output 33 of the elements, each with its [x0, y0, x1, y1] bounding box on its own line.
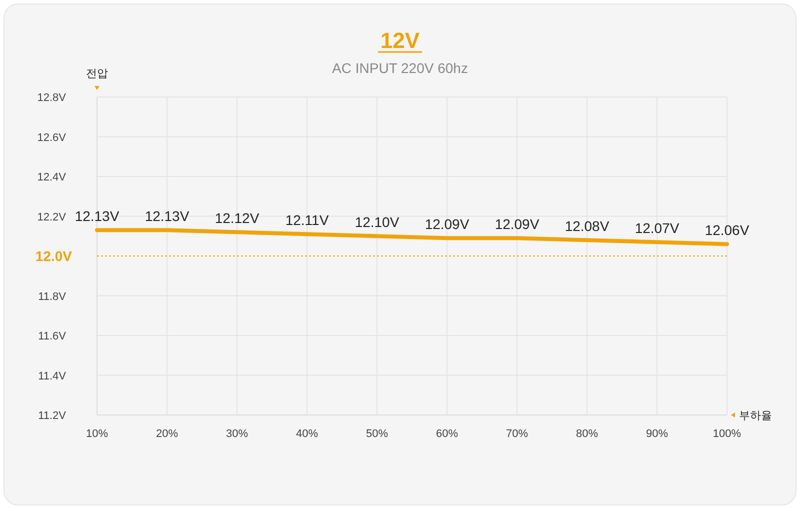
y-tick-label: 11.2V — [38, 410, 67, 422]
x-tick-label: 100% — [712, 428, 742, 440]
y-tick-label: 12.6V — [37, 132, 67, 144]
data-label: 12.09V — [424, 216, 470, 232]
chart-subtitle: AC INPUT 220V 60hz — [332, 60, 468, 76]
x-axis-title: 부하율 — [739, 410, 772, 422]
data-label: 12.11V — [285, 212, 330, 228]
y-tick-label: 12.4V — [37, 172, 67, 184]
x-tick-label: 90% — [646, 428, 668, 440]
x-tick-label: 50% — [366, 428, 388, 440]
x-tick-label: 60% — [436, 428, 458, 440]
chart-title: 12V — [380, 28, 420, 53]
data-label: 12.07V — [634, 220, 680, 236]
y-tick-label: 11.8V — [38, 290, 67, 303]
data-label: 12.09V — [494, 216, 540, 232]
y-tick-label: 11.4V — [38, 370, 67, 382]
x-tick-label: 70% — [506, 428, 528, 440]
y-tick-label: 12.8V — [37, 92, 67, 104]
ref-line-label: 12.0V — [35, 248, 73, 264]
data-label: 12.12V — [214, 210, 260, 226]
x-tick-label: 10% — [86, 428, 108, 440]
y-axis-title: 전압 — [86, 68, 108, 80]
data-label: 12.13V — [144, 208, 190, 224]
data-label: 12.13V — [74, 208, 120, 224]
data-label: 12.08V — [564, 218, 610, 234]
y-tick-label: 11.6V — [38, 330, 67, 342]
x-tick-label: 20% — [156, 428, 178, 440]
y-tick-label: 12.2V — [37, 211, 67, 224]
data-label: 12.10V — [354, 214, 400, 230]
x-tick-label: 40% — [296, 428, 318, 440]
data-label: 12.06V — [704, 222, 750, 238]
x-tick-label: 30% — [226, 428, 248, 440]
x-tick-label: 80% — [576, 428, 598, 440]
